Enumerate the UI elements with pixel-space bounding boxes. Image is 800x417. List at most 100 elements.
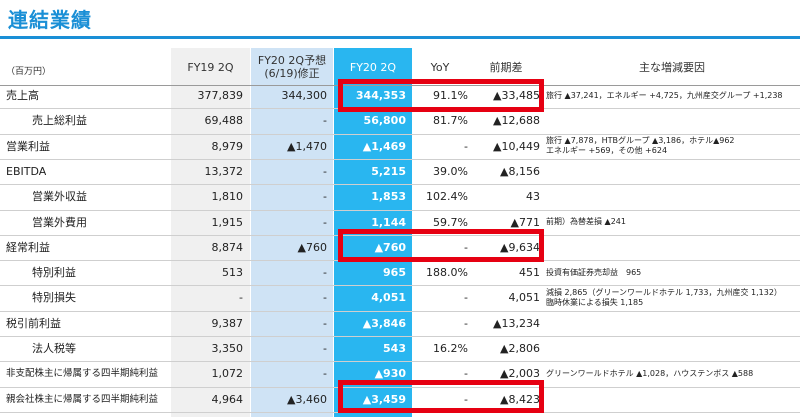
cell-fy19: 4,964 (211, 392, 244, 406)
cell-fy20: 4,051 (371, 291, 406, 305)
highlight-box-sales (338, 79, 544, 112)
cell-diff: ▲13,234 (493, 316, 540, 330)
factor-note-line: 投資有価証券売却益 965 (546, 267, 642, 277)
row-divider (0, 184, 800, 186)
row-divider (0, 234, 800, 236)
fy19-column-band (171, 48, 250, 417)
cell-diff: ▲12,688 (493, 114, 540, 128)
factor-note-line: 旅行 ▲37,241，エネルギー +4,725，九州産交グループ +1,238 (546, 90, 783, 100)
cell-diff: ▲2,806 (500, 342, 540, 355)
cell-yoy: 39.0% (433, 164, 468, 178)
cell-fy19: 69,488 (204, 114, 244, 128)
factor-note-line: 減損 2,865（グリーンワールドホテル 1,733，九州産交 1,132） (546, 287, 782, 297)
row-label: 売上高 (6, 89, 39, 102)
row-label: 特別損失 (32, 291, 76, 305)
cell-yoy: 102.4% (426, 190, 468, 204)
cell-fy20: ▲760 (374, 240, 406, 254)
row-label: 営業外費用 (32, 215, 87, 229)
row-divider (0, 386, 800, 388)
cell-forecast: - (323, 164, 327, 178)
header-yoy: YoY (430, 60, 450, 74)
cell-forecast: - (323, 114, 327, 128)
table-row: 営業利益 8,979 ▲1,470 ▲1,469 - ▲10,449 旅行 ▲7,878，H… (0, 134, 800, 159)
unit-label: （百万円） (6, 67, 52, 77)
cell-forecast: - (323, 367, 327, 381)
cell-yoy: 91.1% (433, 89, 468, 102)
cell-factors: グリーンワールドホテル ▲1,028，ハウステンボス ▲588 (546, 361, 798, 386)
factor-note-line: エネルギー +569，その他 +624 (546, 146, 668, 156)
cell-fy19: 8,979 (211, 139, 244, 153)
cell-fy20: ▲1,469 (362, 139, 406, 153)
cell-factors (546, 235, 798, 260)
cell-diff: ▲10,449 (493, 139, 540, 153)
table-row: EBITDA 13,372 - 5,215 39.0% ▲8,156 (0, 159, 800, 184)
cell-forecast: - (323, 316, 327, 330)
cell-diff: ▲771 (510, 215, 540, 229)
row-label: 売上総利益 (32, 114, 87, 128)
table-row: 非支配株主に帰属する四半期純利益 1,072 - ▲930 - ▲2,003 グリーンワール… (0, 361, 800, 386)
cell-diff: ▲8,156 (500, 164, 540, 178)
row-label: 法人税等 (32, 342, 76, 355)
cell-diff: 451 (519, 266, 540, 280)
cell-yoy: - (464, 139, 468, 153)
table-row: 親会社株主に帰属する四半期純利益 4,964 ▲3,460 ▲3,459 - ▲8,423 (0, 387, 800, 412)
row-divider (0, 285, 800, 287)
cell-yoy: - (464, 392, 468, 406)
factor-note-line: 旅行 ▲7,878，HTBグループ ▲3,186，ホテル▲962 (546, 136, 735, 146)
cell-yoy: 188.0% (426, 266, 468, 280)
cell-factors: 減損 2,865（グリーンワールドホテル 1,733，九州産交 1,132） 臨時… (546, 285, 798, 310)
cell-fy19: 9,387 (211, 316, 244, 330)
row-label: 営業利益 (6, 139, 50, 153)
cell-fy20: 344,353 (355, 89, 406, 102)
cell-factors: 前期）為替差損 ▲241 (546, 210, 798, 235)
cell-fy20: ▲930 (374, 367, 406, 381)
table-row: 法人税等 3,350 - 543 16.2% ▲2,806 (0, 336, 800, 361)
cell-factors (546, 184, 798, 209)
cell-diff: 4,051 (508, 291, 541, 305)
factor-note-line: 臨時休業による損失 1,185 (546, 297, 644, 307)
cell-fy19: 1,810 (211, 190, 244, 204)
table-row: 税引前利益 9,387 - ▲3,846 - ▲13,234 (0, 311, 800, 336)
table-row: 売上総利益 69,488 - 56,800 81.7% ▲12,688 (0, 108, 800, 133)
cell-fy20: 1,853 (371, 190, 406, 204)
cell-diff: 43 (526, 190, 540, 204)
highlight-box-ordinary-profit (338, 229, 544, 262)
cell-fy20: 1,144 (371, 215, 406, 229)
header-forecast-line1: FY20 2Q予想 (257, 54, 327, 67)
table-row: 特別損失 - - 4,051 - 4,051 減損 2,865（グリーンワールドホテル 1,… (0, 285, 800, 310)
header-diff: 前期差 (489, 60, 523, 74)
row-divider (0, 310, 800, 312)
row-divider (0, 361, 800, 363)
cell-factors (546, 159, 798, 184)
factor-note-line: グリーンワールドホテル ▲1,028，ハウステンボス ▲588 (546, 368, 754, 378)
cell-forecast: - (323, 266, 327, 280)
cell-fy20: 5,215 (371, 164, 406, 178)
cell-fy20: 56,800 (363, 114, 406, 128)
header-forecast: FY20 2Q予想 (6/19)修正 (251, 50, 333, 84)
cell-factors: 旅行 ▲7,878，HTBグループ ▲3,186，ホテル▲962 エネルギー +5… (546, 134, 798, 159)
cell-yoy: 81.7% (433, 114, 468, 128)
cell-fy19: 513 (222, 266, 243, 280)
factor-note-line: 前期）為替差損 ▲241 (546, 217, 626, 226)
cell-diff: ▲2,003 (500, 367, 540, 381)
row-label: EBITDA (6, 164, 47, 178)
cell-fy20: ▲3,459 (362, 392, 406, 406)
header-fy19: FY19 2Q (187, 60, 234, 74)
header-forecast-line2: (6/19)修正 (264, 67, 320, 80)
cell-factors (546, 108, 798, 133)
table-row: 営業外費用 1,915 - 1,144 59.7% ▲771 前期）為替差損 ▲241 (0, 210, 800, 235)
header-factors: 主な増減要因 (639, 60, 705, 74)
cell-forecast: - (323, 291, 327, 305)
cell-diff: ▲9,634 (500, 240, 540, 254)
table-row: 特別利益 513 - 965 188.0% 451 投資有価証券売却益 965 (0, 260, 800, 285)
row-label: 営業外収益 (32, 190, 87, 204)
row-label: 経常利益 (6, 240, 50, 254)
cell-diff: ▲33,485 (493, 89, 540, 102)
row-label: 非支配株主に帰属する四半期純利益 (6, 368, 159, 380)
row-divider (0, 133, 800, 135)
cell-factors: 投資有価証券売却益 965 (546, 260, 798, 285)
row-divider (0, 336, 800, 337)
row-divider (0, 158, 800, 160)
cell-forecast: ▲1,470 (287, 139, 327, 153)
cell-fy19: 13,372 (204, 164, 244, 178)
